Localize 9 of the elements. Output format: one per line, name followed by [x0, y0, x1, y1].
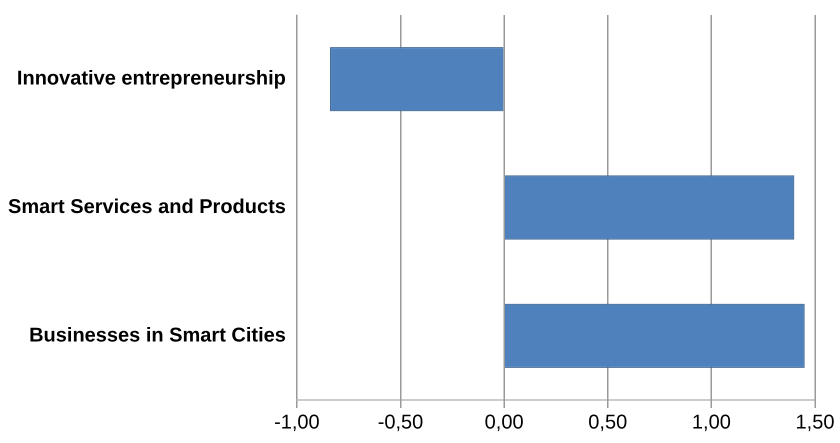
y-tick-label: Innovative entrepreneurship: [16, 68, 286, 90]
x-tick-label: 1,00: [692, 412, 731, 434]
y-tick-label: Businesses in Smart Cities: [29, 324, 286, 346]
x-tick-label: 1,50: [796, 412, 834, 434]
x-tick-label: 0,50: [588, 412, 628, 434]
x-tick-label: -0,50: [378, 412, 424, 434]
x-tick-label: -1,00: [274, 412, 320, 434]
x-tick-label: 0,00: [484, 412, 524, 434]
y-tick-label: Smart Services and Products: [8, 196, 286, 218]
